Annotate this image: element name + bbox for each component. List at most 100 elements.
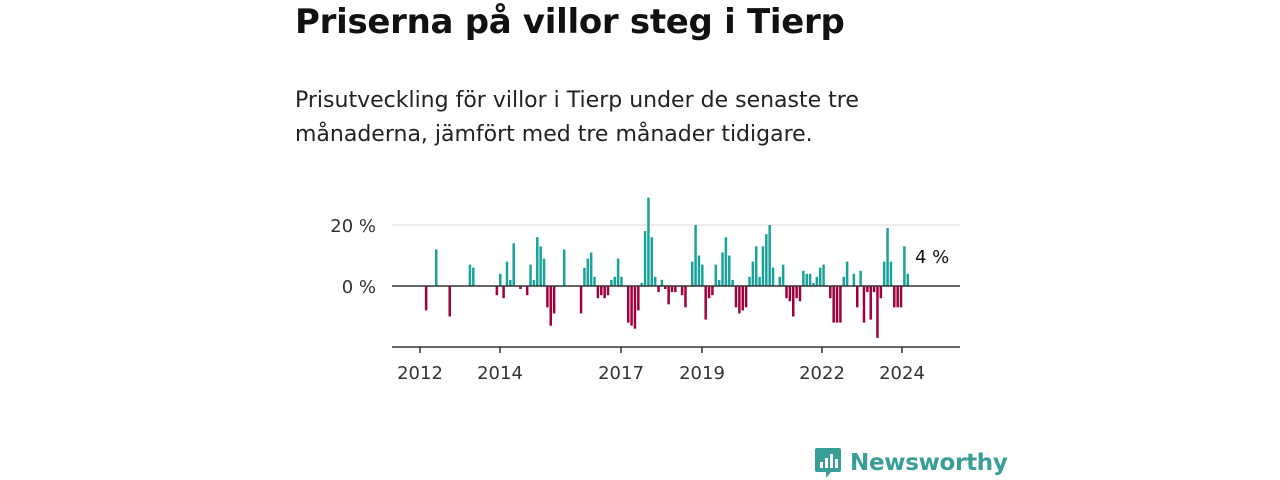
bar — [802, 270, 805, 286]
bar — [660, 279, 664, 286]
bar — [879, 286, 883, 299]
bar — [711, 286, 714, 296]
bar — [667, 286, 670, 305]
bar — [714, 264, 718, 286]
newsworthy-logo-icon — [815, 448, 841, 478]
bar — [697, 255, 701, 286]
bar — [603, 286, 606, 299]
bar — [536, 237, 539, 286]
bar — [434, 249, 438, 286]
bar — [637, 286, 640, 311]
bar — [903, 246, 906, 286]
bar — [839, 286, 842, 323]
bar — [424, 286, 428, 311]
bar — [832, 286, 835, 323]
bar — [647, 197, 650, 286]
x-tick-label: 2012 — [397, 363, 443, 384]
bar — [754, 246, 758, 286]
bar — [539, 246, 542, 286]
bar — [768, 225, 771, 286]
bar — [616, 258, 620, 286]
bar — [744, 286, 748, 308]
bar — [869, 286, 872, 320]
bar — [866, 286, 869, 293]
bar — [765, 234, 768, 286]
bar — [690, 261, 694, 286]
bar — [680, 286, 684, 296]
bar — [741, 286, 744, 311]
bar — [842, 276, 846, 286]
bar — [640, 282, 643, 286]
bar — [899, 286, 903, 308]
bar — [829, 286, 832, 299]
bar — [495, 286, 499, 296]
bar — [889, 261, 893, 286]
bar — [583, 267, 586, 286]
bar — [505, 261, 509, 286]
bar — [906, 273, 910, 286]
bar — [664, 286, 667, 290]
x-tick-label: 2019 — [679, 363, 725, 384]
bar — [893, 286, 896, 308]
x-tick-label: 2022 — [799, 363, 845, 384]
bar — [606, 286, 610, 296]
bar — [872, 286, 876, 293]
bar — [502, 286, 505, 299]
page-title: Priserna på villor steg i Tierp — [295, 2, 845, 42]
bar — [670, 286, 674, 293]
bar — [633, 286, 637, 329]
bar — [512, 243, 515, 286]
bar — [552, 286, 556, 314]
bar — [674, 286, 677, 293]
bar — [815, 276, 819, 286]
bar — [542, 258, 546, 286]
x-tick-label: 2014 — [477, 363, 523, 384]
bar — [771, 267, 775, 286]
bar — [761, 246, 765, 286]
bar — [798, 286, 802, 302]
bar — [613, 276, 617, 286]
bar — [896, 286, 899, 308]
bar — [835, 286, 839, 323]
bar — [586, 258, 590, 286]
bar — [630, 286, 633, 326]
bar — [805, 273, 808, 286]
bar — [529, 264, 532, 286]
bar — [862, 286, 866, 323]
bar — [525, 286, 529, 296]
bar — [852, 273, 856, 286]
bar — [788, 286, 792, 302]
bar — [579, 286, 583, 314]
bar — [472, 267, 475, 286]
brand-logo[interactable]: Newsworthy — [814, 446, 1008, 480]
bar — [650, 237, 654, 286]
bar — [596, 286, 600, 299]
bar — [724, 237, 728, 286]
bar — [876, 286, 879, 338]
bar — [593, 276, 596, 286]
page-subtitle: Prisutveckling för villor i Tierp under … — [295, 88, 859, 147]
bar — [562, 249, 566, 286]
bar — [748, 276, 751, 286]
bar — [610, 279, 613, 286]
bar — [721, 252, 724, 286]
bar — [620, 276, 623, 286]
bar — [882, 261, 886, 286]
bar — [738, 286, 741, 314]
bar — [626, 286, 630, 323]
bar — [778, 276, 782, 286]
bar — [448, 286, 451, 317]
bar — [822, 264, 825, 286]
bar — [728, 255, 731, 286]
bar — [684, 286, 687, 308]
bar — [498, 273, 502, 286]
y-tick-label: 0 % — [342, 277, 376, 298]
bar — [792, 286, 795, 317]
bar — [701, 264, 704, 286]
bar — [589, 252, 593, 286]
bar — [818, 267, 822, 286]
bar — [812, 282, 815, 286]
bar — [546, 286, 549, 308]
bar — [532, 279, 536, 286]
